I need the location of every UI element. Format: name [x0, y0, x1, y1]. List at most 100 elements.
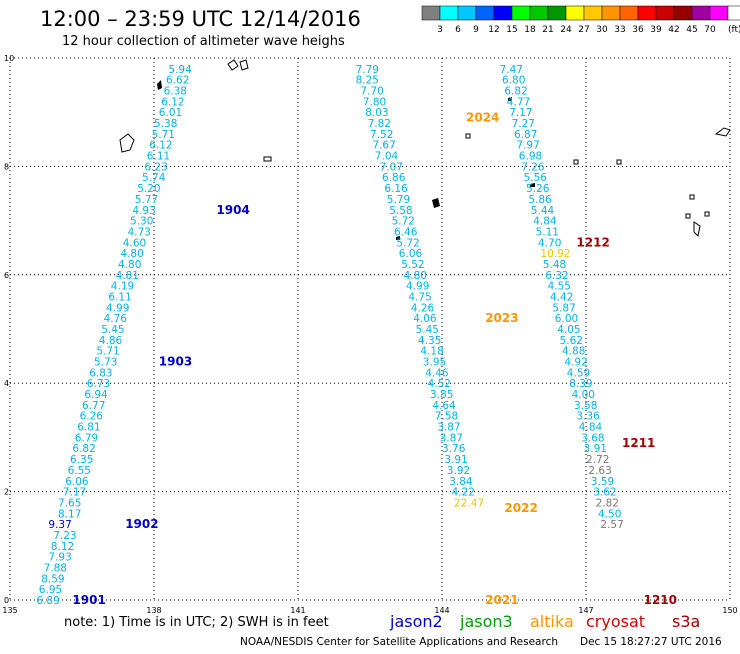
swh-value: 3.68: [581, 432, 604, 444]
swh-value: 7.82: [368, 118, 391, 130]
swh-value: 5.56: [524, 172, 548, 184]
orbit-time-label: 1211: [622, 436, 655, 450]
swh-value: 4.77: [507, 96, 530, 108]
colorbar-swatch: [565, 5, 585, 21]
swh-value: 5.73: [94, 357, 117, 369]
swh-value: 7.70: [360, 86, 383, 98]
swh-value: 3.62: [593, 487, 616, 499]
colorbar-swatch: [709, 5, 729, 21]
colorbar-swatch: [637, 5, 657, 21]
swh-value: 3.36: [576, 411, 600, 423]
island-shape: [714, 127, 731, 137]
swh-value: 7.97: [516, 140, 539, 152]
swh-value: 7.65: [58, 497, 81, 509]
swh-value: 4.76: [104, 313, 128, 325]
swh-value: 4.05: [557, 324, 580, 336]
colorbar-swatch: [655, 5, 675, 21]
colorbar-label: 6: [455, 25, 461, 35]
swh-value: 6.06: [399, 248, 423, 260]
island-shape: [693, 221, 701, 238]
swh-value: 5.44: [531, 205, 555, 217]
swh-value: 7.26: [521, 161, 545, 173]
swh-value: 8.25: [356, 75, 379, 87]
swh-value: 6.46: [394, 226, 418, 238]
orbit-time-label: 1903: [159, 355, 192, 369]
colorbar-swatch: [439, 5, 459, 21]
swh-value: 2.57: [600, 519, 623, 531]
y-tick-label: 6: [4, 271, 9, 280]
swh-value: 8.17: [58, 508, 81, 520]
colorbar-swatch: [529, 5, 549, 21]
island-shape: [465, 133, 471, 139]
island-shape: [119, 133, 135, 153]
island-shape: [530, 183, 535, 187]
island-shape: [263, 156, 272, 162]
colorbar-label: 3: [437, 25, 443, 35]
x-tick-label: 144: [434, 606, 449, 615]
x-tick-label: 141: [290, 606, 305, 615]
swh-value: 5.45: [416, 324, 439, 336]
orbit-time-label: 1902: [125, 517, 158, 531]
swh-value: 6.26: [80, 411, 104, 423]
colorbar-swatch: [511, 5, 531, 21]
colorbar-label: 12: [488, 25, 499, 35]
swh-value: 4.75: [408, 291, 431, 303]
swh-value: 5.38: [154, 118, 177, 130]
swh-value: 4.00: [572, 389, 595, 401]
swh-value: 5.74: [142, 172, 166, 184]
swh-value: 4.06: [413, 313, 437, 325]
colorbar-swatch: [673, 5, 693, 21]
swh-value: 4.64: [432, 400, 456, 412]
swh-value: 6.79: [75, 432, 98, 444]
swh-value: 7.04: [375, 151, 399, 163]
y-tick-label: 8: [4, 162, 9, 171]
swh-value: 7.93: [48, 552, 71, 564]
swh-value: 10.92: [540, 248, 570, 260]
swh-value: 5.20: [137, 183, 160, 195]
colorbar-swatch: [727, 5, 740, 21]
swh-value: 4.42: [550, 291, 573, 303]
orbit-time-label: 1904: [216, 203, 249, 217]
swh-value: 5.58: [389, 205, 412, 217]
chart-title: 12:00 – 23:59 UTC 12/14/2016: [40, 7, 361, 31]
legend-s3a: s3a: [672, 612, 700, 631]
swh-value: 5.72: [392, 216, 415, 228]
legend-jason3: jason3: [459, 612, 513, 631]
swh-value: 4.35: [418, 335, 441, 347]
colorbar-swatch: [457, 5, 477, 21]
swh-value: 4.80: [118, 259, 141, 271]
swh-value: 6.55: [68, 465, 91, 477]
swh-value: 7.07: [380, 161, 403, 173]
colorbar-label: 30: [596, 25, 608, 35]
data-points: 6.896.958.597.887.938.127.239.378.177.65…: [36, 64, 623, 607]
swh-value: 3.91: [444, 454, 467, 466]
y-tick-label: 2: [4, 488, 9, 497]
swh-value: 4.18: [420, 346, 443, 358]
x-tick-label: 138: [146, 606, 161, 615]
swh-value: 9.37: [48, 519, 71, 531]
swh-value: 5.71: [152, 129, 175, 141]
swh-value: 4.60: [123, 237, 146, 249]
swh-value: 6.32: [545, 270, 568, 282]
orbit-time-label: 2024: [466, 111, 499, 125]
footer-note: note: 1) Time is in UTC; 2) SWH is in fe…: [64, 615, 329, 630]
swh-value: 4.73: [128, 226, 151, 238]
colorbar-unit: (ft): [728, 25, 740, 35]
swh-value: 5.11: [536, 226, 559, 238]
legend-cryosat: cryosat: [586, 612, 645, 631]
island-shape: [685, 213, 691, 219]
swh-value: 5.26: [526, 183, 550, 195]
swh-value: 3.58: [574, 400, 597, 412]
swh-value: 6.80: [502, 75, 525, 87]
island-shape: [239, 59, 249, 71]
x-tick-label: 150: [722, 606, 737, 615]
colorbar-label: 15: [506, 25, 517, 35]
orbit-time-label: 2021: [485, 593, 518, 607]
colorbar-label: 9: [473, 25, 479, 35]
colorbar-swatch: [547, 5, 567, 21]
swh-value: 6.86: [382, 172, 406, 184]
swh-value: 3.87: [440, 432, 463, 444]
